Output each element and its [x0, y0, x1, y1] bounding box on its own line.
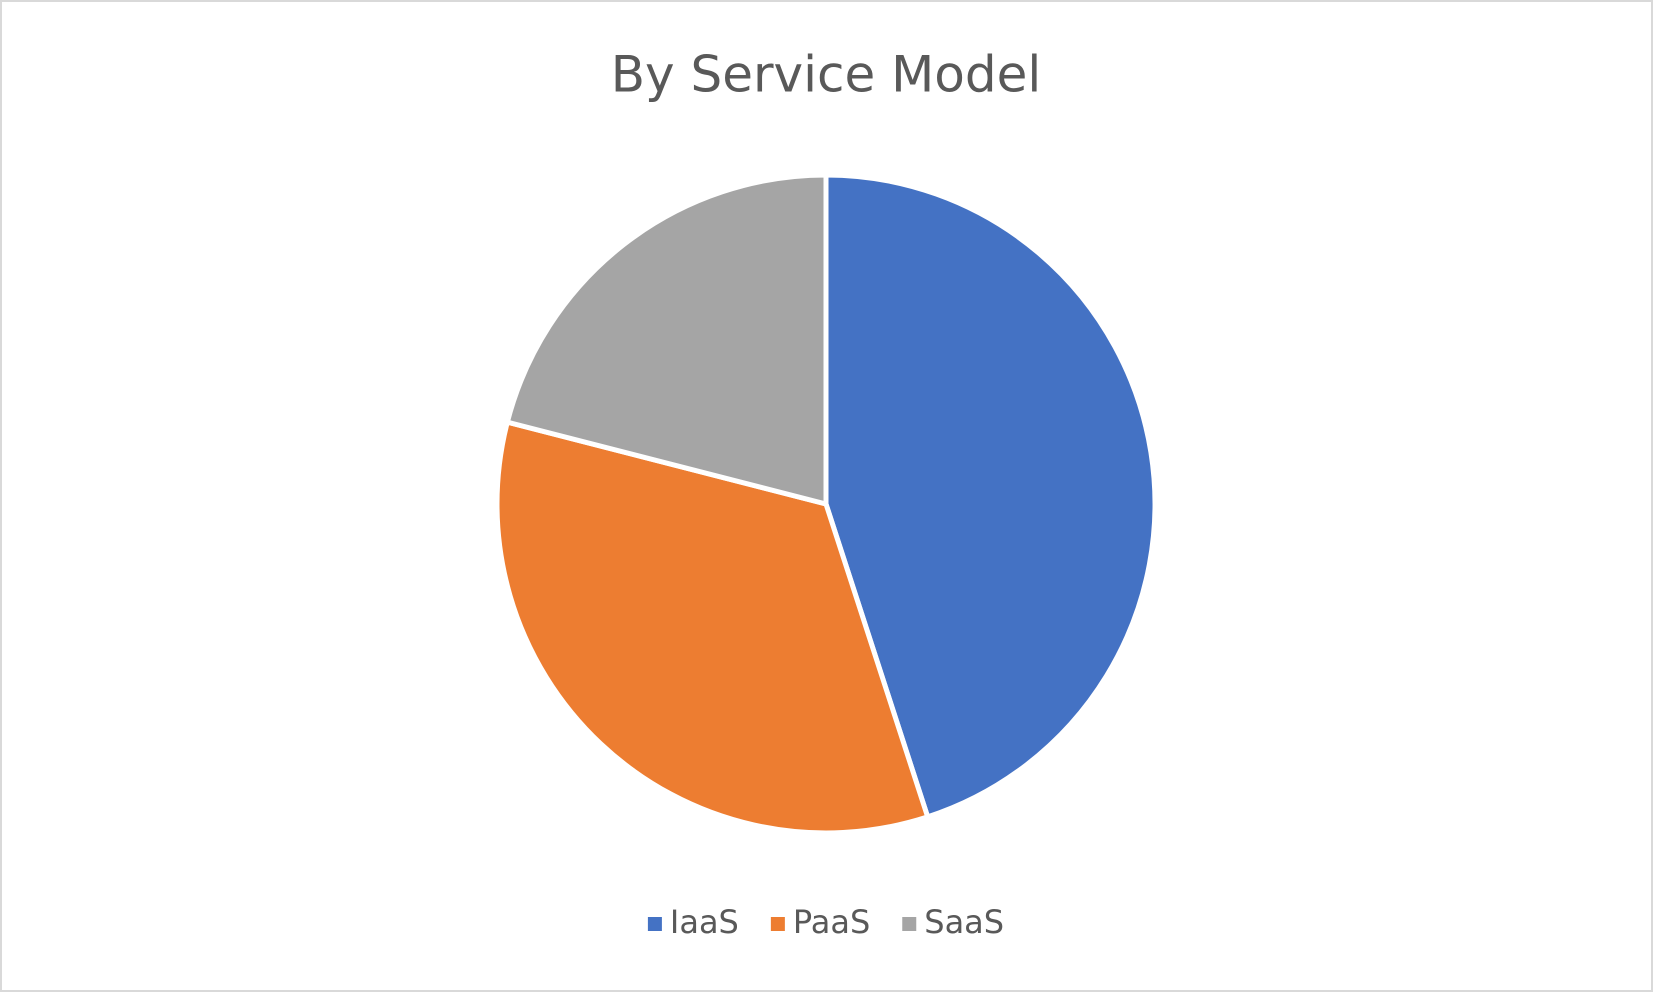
chart-title: By Service Model	[611, 46, 1042, 104]
pie-slice	[494, 419, 931, 836]
legend-marker	[902, 917, 917, 931]
pie-slice	[823, 172, 1158, 821]
pie-slice	[504, 172, 829, 508]
legend-label: PaaS	[793, 903, 870, 941]
legend-label: SaaS	[924, 903, 1004, 941]
legend-marker	[770, 917, 785, 931]
legend-label: IaaS	[670, 903, 739, 941]
legend-marker	[647, 917, 662, 931]
